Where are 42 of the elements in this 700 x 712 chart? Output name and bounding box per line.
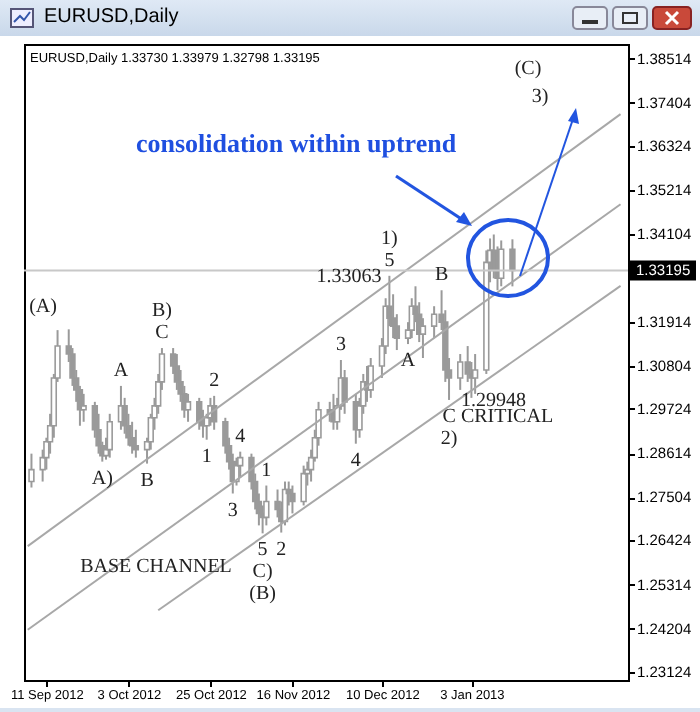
annotation: (C) bbox=[514, 58, 542, 80]
annotation: 2) bbox=[440, 427, 458, 450]
candlestick bbox=[509, 238, 516, 288]
candlestick bbox=[184, 392, 192, 423]
candlestick bbox=[132, 428, 140, 459]
annotation: 5 bbox=[257, 539, 268, 562]
candlestick bbox=[498, 239, 505, 288]
annotation: C bbox=[442, 405, 457, 428]
candlestick bbox=[28, 452, 35, 489]
annotation: B) bbox=[151, 300, 172, 323]
candlestick bbox=[263, 484, 270, 527]
annotation: 4 bbox=[350, 449, 361, 472]
annotation: 1) bbox=[381, 227, 398, 250]
annotation: BASE CHANNEL bbox=[80, 556, 232, 578]
annotation: A bbox=[400, 350, 417, 373]
candlestick bbox=[430, 305, 438, 340]
chart-title: EURUSD,Daily bbox=[44, 6, 179, 28]
annotation: 1 bbox=[261, 459, 272, 482]
candlestick bbox=[289, 484, 296, 515]
candlestick bbox=[106, 412, 113, 459]
annotation: 3 bbox=[335, 334, 346, 357]
annotation: A) bbox=[91, 467, 113, 490]
annotation: 1 bbox=[201, 445, 212, 468]
candlestick bbox=[457, 353, 464, 391]
candlestick bbox=[471, 353, 479, 395]
annotation: C bbox=[155, 322, 170, 345]
annotation: 5 bbox=[384, 249, 395, 272]
annotation: B bbox=[434, 264, 449, 287]
candlestick bbox=[80, 392, 87, 423]
annotation: (B) bbox=[249, 583, 276, 606]
annotation: 3 bbox=[227, 499, 238, 522]
annotation: 1.33063 bbox=[316, 265, 382, 288]
annotation: A bbox=[113, 359, 130, 382]
annotation: 2 bbox=[209, 369, 220, 392]
annotation: 3) bbox=[531, 86, 549, 108]
annotation: consolidation within uptrend bbox=[135, 128, 458, 158]
annotation: B bbox=[140, 469, 155, 492]
annotation: C) bbox=[252, 561, 273, 584]
annotation: (A) bbox=[29, 296, 57, 318]
annotation: 4 bbox=[235, 425, 246, 448]
annotation: CRITICAL bbox=[460, 406, 554, 428]
annotation: 2 bbox=[276, 538, 287, 561]
